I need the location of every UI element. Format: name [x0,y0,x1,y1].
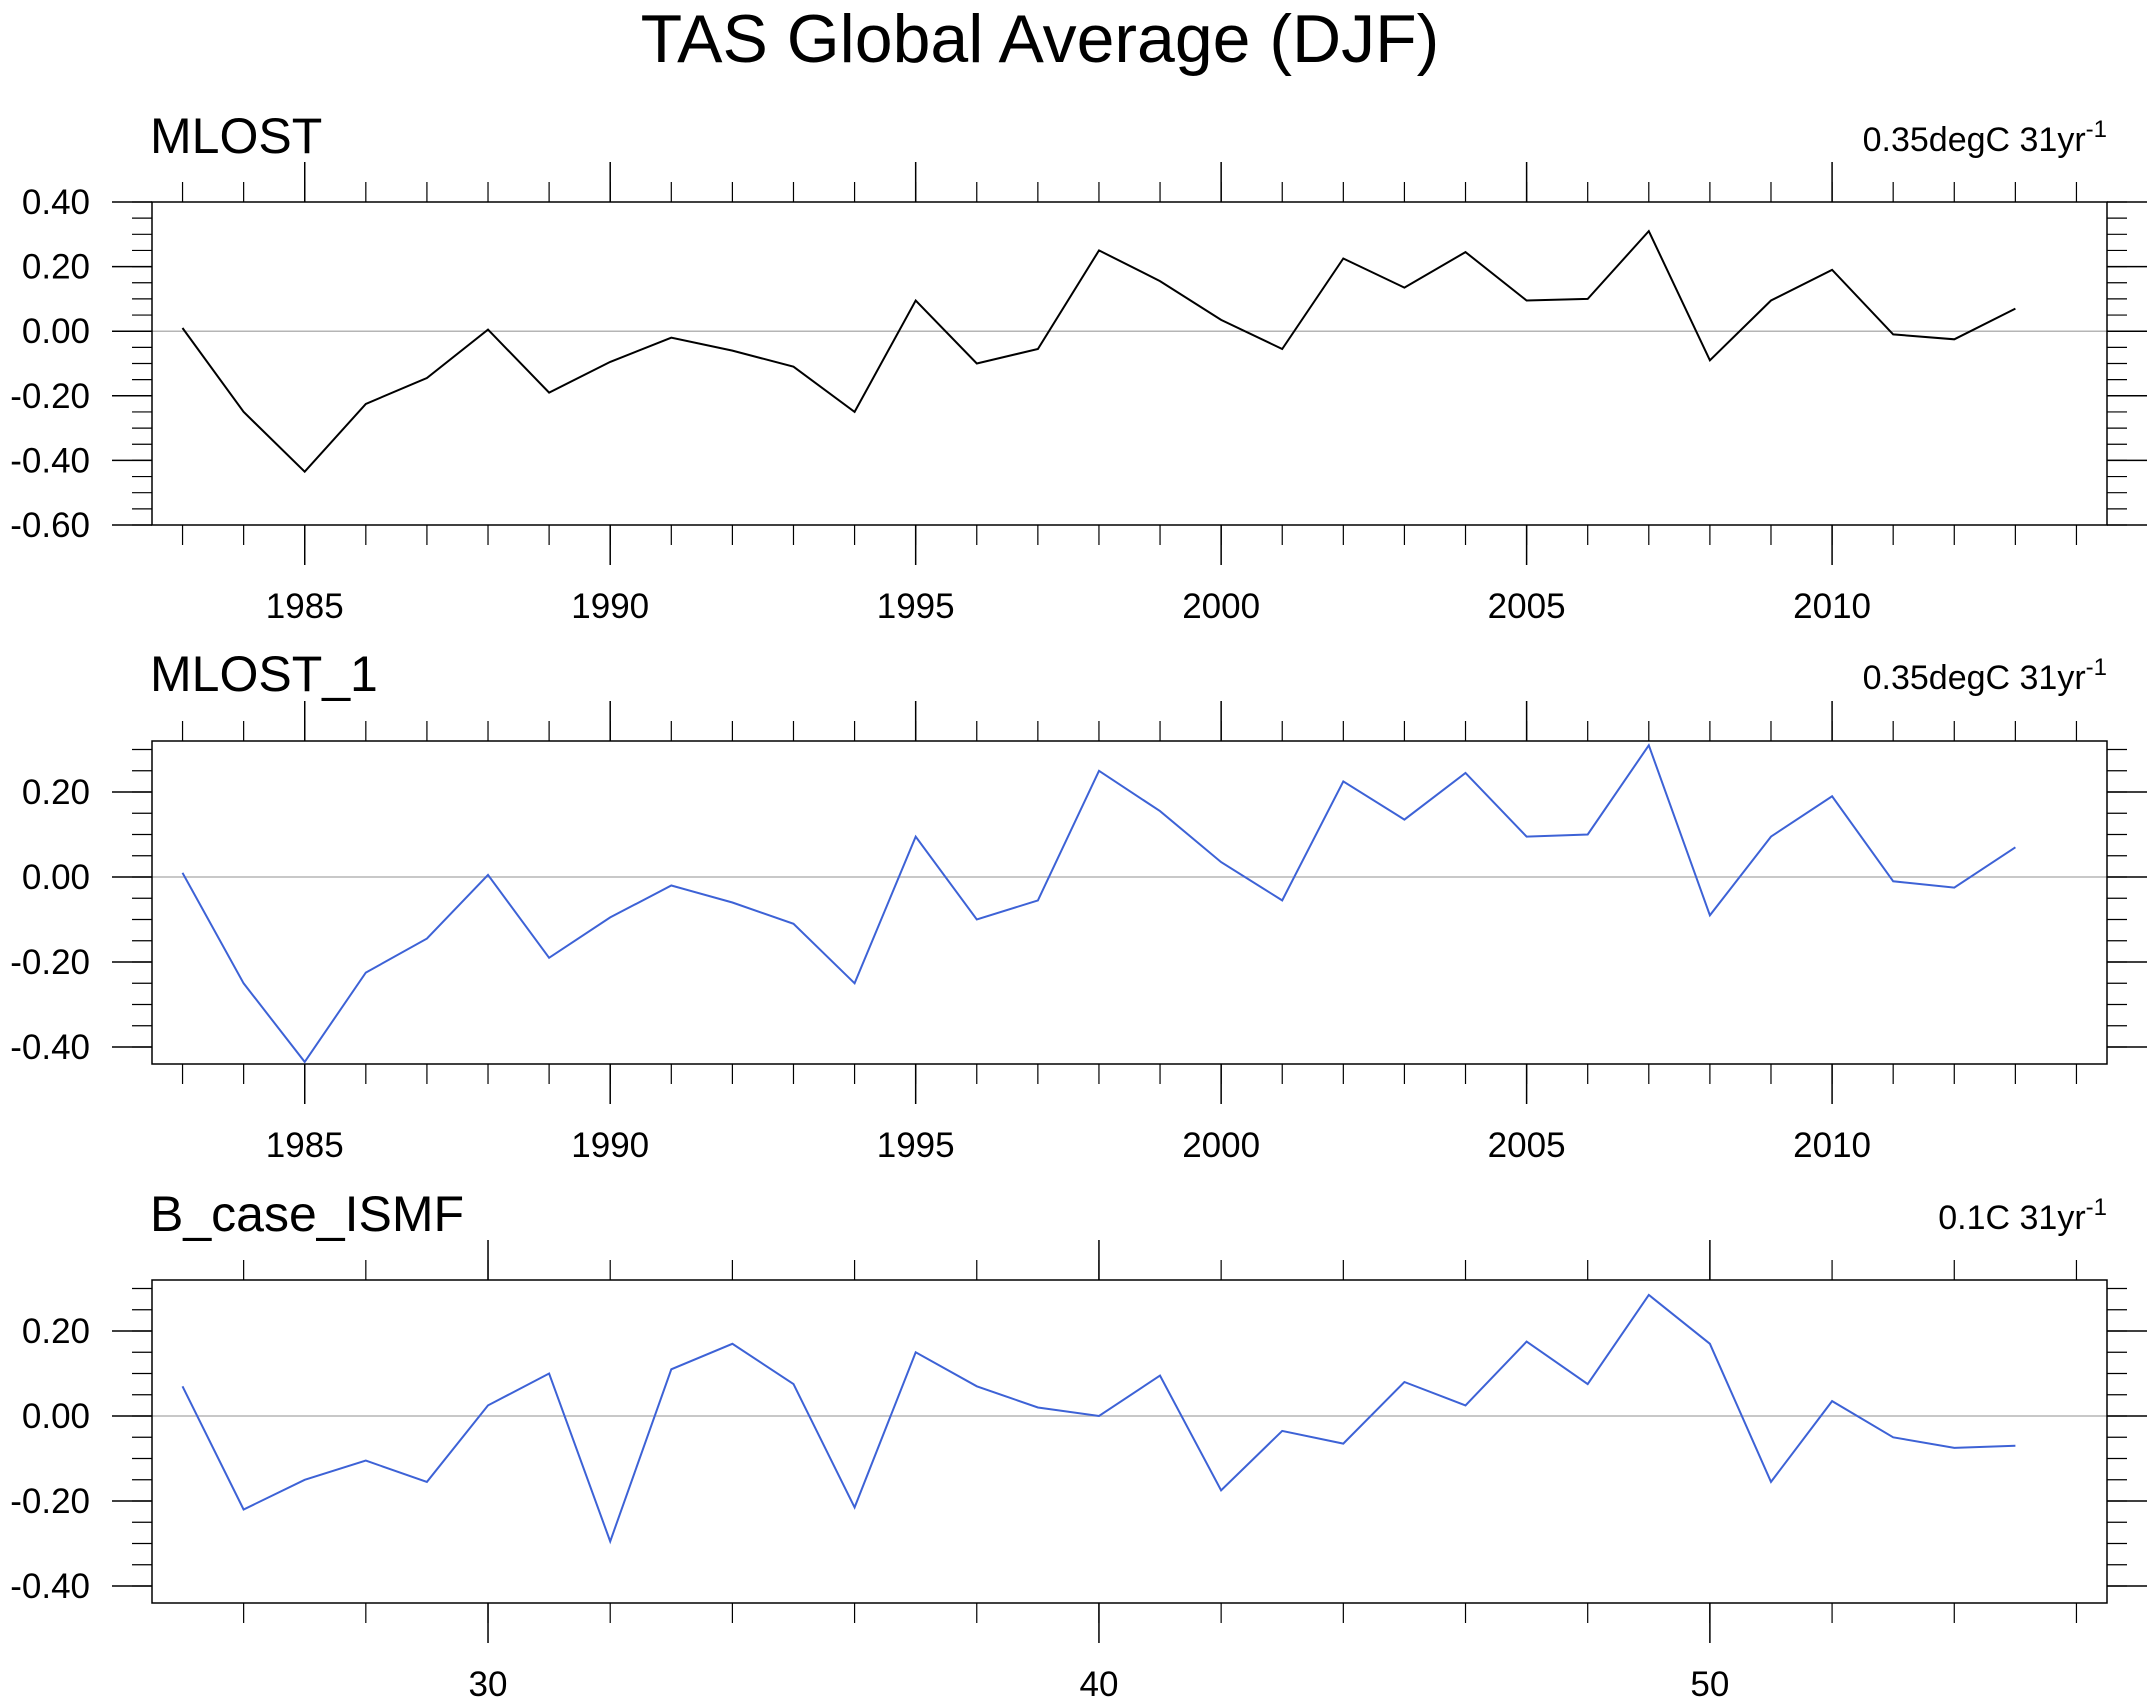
y-tick-label: 0.20 [22,248,90,287]
x-tick-label: 1990 [571,1126,649,1165]
x-tick-label: 50 [1690,1665,1729,1703]
x-tick-label: 1985 [266,587,344,626]
y-tick-label: 0.00 [22,1397,90,1436]
y-tick-label: -0.40 [10,1028,90,1067]
x-tick-label: 1985 [266,1126,344,1165]
x-tick-label: 2000 [1182,587,1260,626]
figure-title: TAS Global Average (DJF) [641,1,1440,77]
series-line [181,743,2016,1064]
series-line [181,229,2016,474]
y-tick-label: -0.20 [10,943,90,982]
trend-annotation: 0.1C 31yr-1 [1938,1194,2107,1237]
chart-panel-2: MLOST_1 0.35degC 31yr-1 -0.40 -0.20 0.00 0.20… [10,646,2147,1165]
x-tick-label: 1995 [877,587,955,626]
y-tick-label: 0.40 [22,183,90,222]
y-tick-label: -0.20 [10,1482,90,1521]
x-tick-label: 2010 [1793,1126,1871,1165]
trend-exponent: -1 [2086,1194,2107,1221]
chart-panel-1: MLOST 0.35degC 31yr-1 -0.60 -0.40 -0.20 0.00 0… [10,108,2147,626]
panel-title: B_case_ISMF [150,1186,464,1242]
y-tick-label: -0.20 [10,377,90,416]
x-tick-label: 40 [1079,1665,1118,1703]
chart-panel-3: B_case_ISMF 0.1C 31yr-1 -0.40 -0.20 0.00 0.20… [10,1186,2147,1703]
trend-annotation: 0.35degC 31yr-1 [1863,654,2107,697]
chart-panels: MLOST 0.35degC 31yr-1-0.60-0.40-0.200.000… [10,108,2147,1703]
x-tick-label: 2005 [1488,587,1566,626]
trend-value: 0.35degC 31yr [1863,121,2086,159]
trend-exponent: -1 [2086,116,2107,143]
y-tick-label: 0.20 [22,773,90,812]
trend-annotation: 0.35degC 31yr-1 [1863,116,2107,159]
trend-value: 0.35degC 31yr [1863,659,2086,697]
series-line [181,1293,2016,1545]
x-tick-label: 2000 [1182,1126,1260,1165]
plot-frame [151,1279,2108,1604]
panel-title: MLOST [150,108,322,164]
panel-title: MLOST_1 [150,646,378,702]
y-tick-label: -0.40 [10,1567,90,1606]
y-tick-label: 0.00 [22,858,90,897]
y-tick-label: -0.60 [10,506,90,545]
x-tick-label: 30 [469,1665,508,1703]
plot-frame [151,740,2108,1065]
y-tick-label: 0.00 [22,312,90,351]
y-tick-label: 0.20 [22,1312,90,1351]
x-tick-label: 1995 [877,1126,955,1165]
x-tick-label: 1990 [571,587,649,626]
y-tick-label: -0.40 [10,441,90,480]
trend-value: 0.1C 31yr [1938,1199,2085,1237]
x-tick-label: 2005 [1488,1126,1566,1165]
x-tick-label: 2010 [1793,587,1871,626]
trend-exponent: -1 [2086,654,2107,681]
